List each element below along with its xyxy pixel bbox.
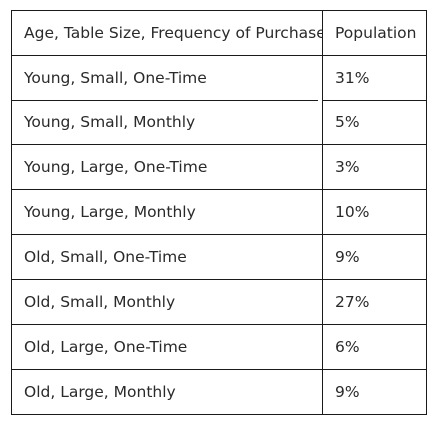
segment-cell: Old, Small, Monthly <box>12 280 323 325</box>
segment-cell: Young, Large, One-Time <box>12 145 323 190</box>
population-cell: 3% <box>323 145 427 190</box>
table-row: Old, Large, Monthly 9% <box>12 370 427 415</box>
population-cell: 9% <box>323 235 427 280</box>
population-cell: 9% <box>323 370 427 415</box>
table-row: Old, Large, One-Time 6% <box>12 325 427 370</box>
table-header-row: Age, Table Size, Frequency of Purchase P… <box>12 11 427 56</box>
segment-cell: Old, Large, Monthly <box>12 370 323 415</box>
table-row: Young, Large, One-Time 3% <box>12 145 427 190</box>
segment-cell: Old, Large, One-Time <box>12 325 323 370</box>
segment-text: Young, Small, Monthly <box>24 113 195 131</box>
table-row: Old, Small, Monthly 27% <box>12 280 427 325</box>
population-text: 5% <box>335 113 360 131</box>
table-row: Old, Small, One-Time 9% <box>12 235 427 280</box>
segment-cell: Young, Small, Monthly <box>12 100 323 145</box>
population-cell: 5% <box>323 100 427 145</box>
population-cell: 31% <box>323 56 427 101</box>
column-header-population: Population <box>323 11 427 56</box>
segment-cell: Young, Large, Monthly <box>12 190 323 235</box>
table-row: Young, Large, Monthly 10% <box>12 190 427 235</box>
population-cell: 6% <box>323 325 427 370</box>
population-table: Age, Table Size, Frequency of Purchase P… <box>11 10 427 415</box>
segment-cell: Old, Small, One-Time <box>12 235 323 280</box>
row-divider-right <box>323 100 426 101</box>
column-header-segment: Age, Table Size, Frequency of Purchase <box>12 11 323 56</box>
population-table-container: Age, Table Size, Frequency of Purchase P… <box>11 10 426 415</box>
row-divider-left <box>12 100 318 101</box>
population-cell: 27% <box>323 280 427 325</box>
table-row: Young, Small, Monthly 5% <box>12 100 427 145</box>
segment-cell: Young, Small, One-Time <box>12 56 323 101</box>
table-row: Young, Small, One-Time 31% <box>12 56 427 101</box>
population-cell: 10% <box>323 190 427 235</box>
